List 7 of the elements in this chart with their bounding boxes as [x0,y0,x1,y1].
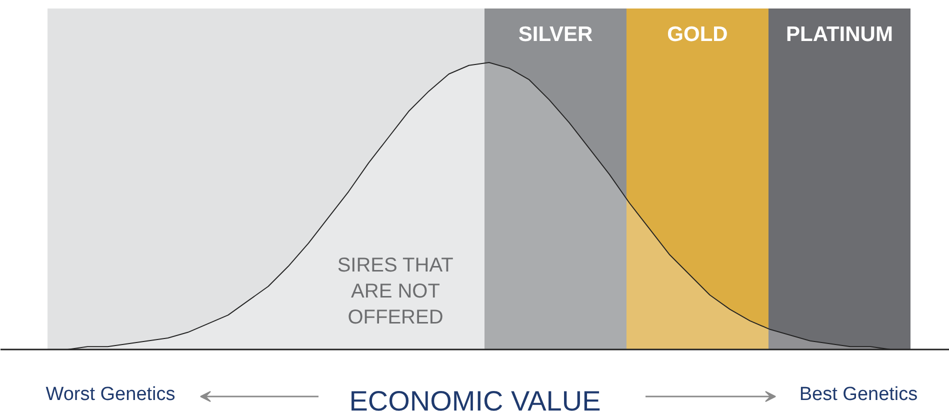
text: Best Genetics [799,384,918,405]
x-axis-title: ECONOMIC VALUE [349,386,601,411]
annotation: SIRES THAT ARE NOT OFFERED [337,254,454,328]
text: Worst Genetics [46,384,176,405]
text: PLATINUM [786,23,893,46]
text: SILVER [518,23,593,46]
text: GOLD [667,23,728,46]
